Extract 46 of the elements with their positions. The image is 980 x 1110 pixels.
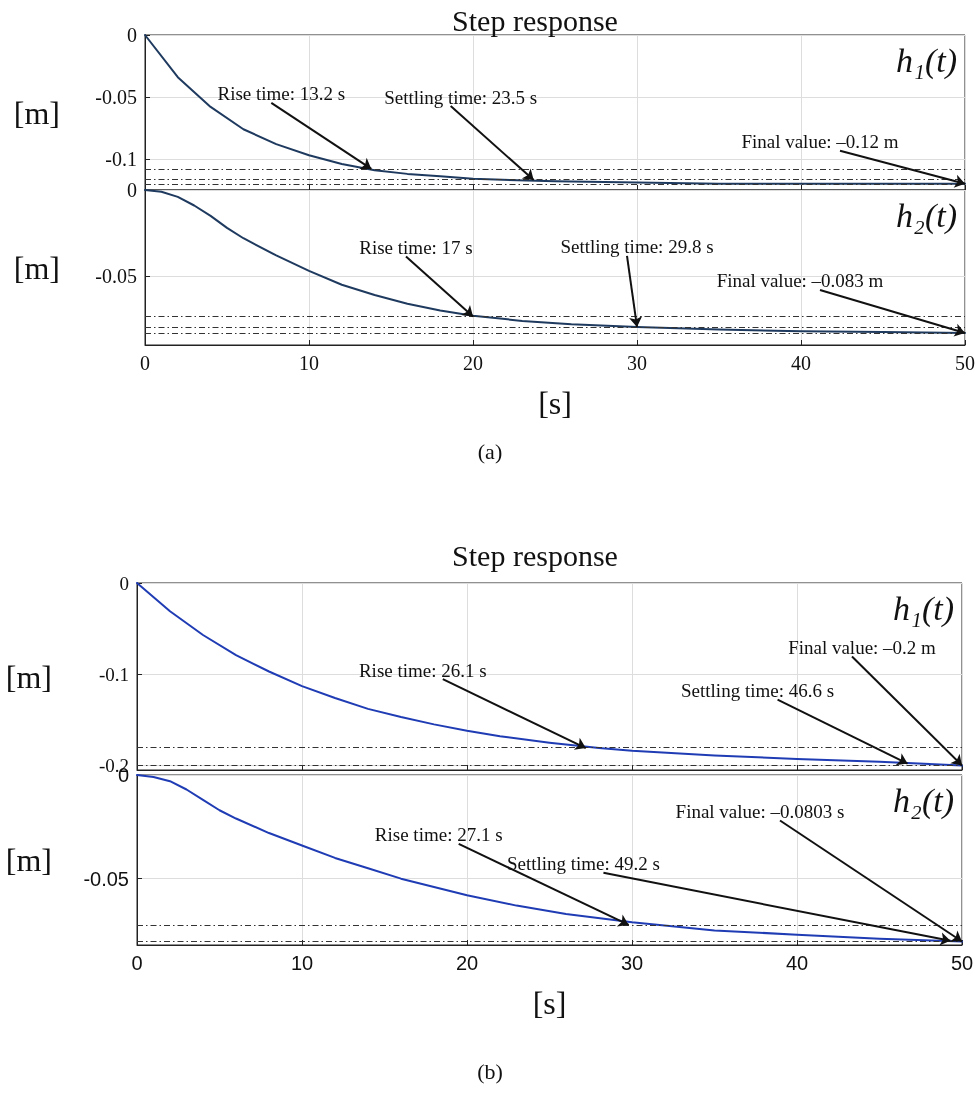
y-axis-title: [m] <box>13 94 60 131</box>
chart-title: Step response <box>452 538 618 572</box>
text: h₁(t) <box>896 41 958 80</box>
annotation: Rise time: 27.1 s <box>374 824 503 846</box>
annotation: Rise time: 26.1 s <box>358 659 487 681</box>
y-axis-title: [m] <box>5 658 52 695</box>
y-axis-title: [m] <box>5 842 52 878</box>
x-tick-label: 50 <box>950 952 974 974</box>
x-tick-label: 30 <box>627 352 647 374</box>
text: (b) <box>477 1058 503 1084</box>
x-tick-label: 20 <box>463 352 483 374</box>
x-tick-label: 40 <box>785 952 809 974</box>
chart-title: Step response <box>452 3 618 37</box>
x-axis-title: [s] <box>538 385 572 421</box>
x-tick-label: 10 <box>290 952 314 974</box>
y-tick-label: 0 <box>127 179 137 201</box>
y-axis-title: [m] <box>13 249 60 286</box>
text: (a) <box>477 438 503 464</box>
annotation: Final value: –0.12 m <box>741 131 899 153</box>
annotation: Rise time: 17 s <box>359 237 473 259</box>
x-tick-label: 10 <box>299 352 319 374</box>
line-series <box>136 582 963 767</box>
y-tick-label: -0.05 <box>83 867 129 890</box>
x-tick-label: 50 <box>955 352 975 374</box>
annotation: Settling time: 23.5 s <box>384 86 538 108</box>
y-tick-label: -0.05 <box>95 265 137 288</box>
annotation: Settling time: 29.8 s <box>560 236 714 258</box>
annotation: Final value: –0.2 m <box>788 636 937 658</box>
y-tick-label: 0 <box>119 572 129 594</box>
x-axis-title: [s] <box>532 985 567 1021</box>
x-tick-label: 40 <box>791 352 811 374</box>
y-tick-label: -0.1 <box>98 663 129 685</box>
x-tick-label: 20 <box>455 952 479 974</box>
text: h₁(t) <box>893 589 955 628</box>
text: h₂(t) <box>896 196 958 235</box>
annotation: Final value: –0.0803 s <box>675 800 845 822</box>
x-tick-label: 30 <box>620 952 644 974</box>
text: h₂(t) <box>893 781 955 820</box>
y-tick-label: -0.1 <box>105 148 137 170</box>
annotation: Rise time: 13.2 s <box>217 83 346 105</box>
line-series <box>136 774 963 943</box>
y-tick-label: 0 <box>127 24 137 46</box>
annotation: Settling time: 49.2 s <box>506 853 660 875</box>
annotation: Final value: –0.083 m <box>716 270 884 292</box>
y-tick-label: -0.05 <box>95 86 137 108</box>
annotation: Settling time: 46.6 s <box>681 680 835 702</box>
